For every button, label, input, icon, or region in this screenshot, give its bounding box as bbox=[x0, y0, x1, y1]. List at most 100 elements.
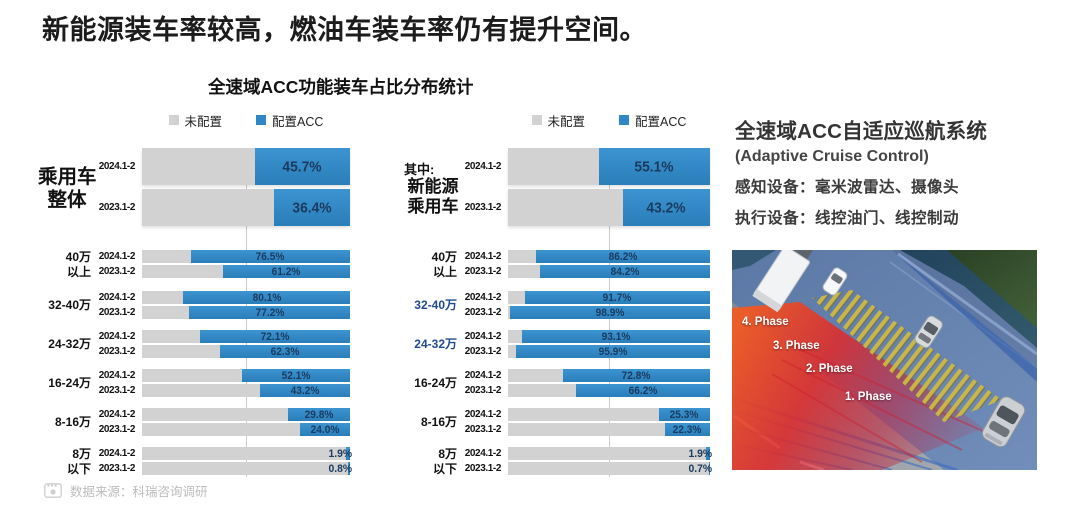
bar-row: 2023.1-2 98.9% bbox=[462, 306, 710, 319]
period-label: 2024.1-2 bbox=[464, 292, 502, 303]
legend-label: 配置ACC bbox=[635, 114, 687, 129]
bar-value-label: 1.9% bbox=[688, 447, 712, 460]
info-actuators-line: 执行设备：线控油门、线控制动 bbox=[735, 210, 960, 227]
chart-title: 全速域ACC功能装车占比分布统计 bbox=[208, 77, 474, 97]
period-label: 2024.1-2 bbox=[464, 161, 502, 172]
price-group: 8-16万 2024.1-2 29.8% 2023.1-2 24.0% bbox=[38, 408, 350, 436]
price-group-label: 32-40万 bbox=[48, 297, 91, 312]
price-group-label: 24-32万 bbox=[414, 336, 457, 351]
legend: 未配置 配置ACC bbox=[508, 111, 710, 130]
bar-row: 2023.1-2 43.2% bbox=[96, 384, 350, 397]
bar-track: 84.2% bbox=[508, 265, 710, 278]
summary-side-label-line: 新能源 bbox=[407, 176, 459, 196]
bar-row: 2024.1-2 1.9% bbox=[462, 447, 712, 460]
bar-track: 52.1% bbox=[142, 369, 350, 382]
acc-bar-segment: 43.2% bbox=[622, 189, 710, 226]
acc-bar-segment: 72.1% bbox=[200, 330, 350, 343]
acc-bar-segment: 62.3% bbox=[220, 345, 350, 358]
info-sensors-line: 感知设备：毫米波雷达、摄像头 bbox=[735, 179, 960, 196]
legend-label: 未配置 bbox=[547, 114, 586, 129]
period-label: 2023.1-2 bbox=[98, 424, 136, 435]
bar-value-label: 0.8% bbox=[328, 462, 352, 475]
price-group-label: 8-16万 bbox=[54, 414, 91, 429]
bar-row: 2023.1-2 84.2% bbox=[462, 265, 710, 278]
price-group-rows: 2024.1-2 52.1% 2023.1-2 43.2% bbox=[96, 369, 350, 397]
bar-row: 2024.1-2 55.1% bbox=[462, 148, 710, 185]
acc-bar-segment: 80.1% bbox=[183, 291, 350, 304]
price-groups: 40万 以上 2024.1-2 76.5% 2023.1-2 61.2% 32-40万 202… bbox=[38, 250, 352, 477]
price-group-label: 16-24万 bbox=[48, 375, 91, 390]
period-label: 2023.1-2 bbox=[98, 463, 136, 474]
acc-bar-segment: 61.2% bbox=[222, 265, 350, 278]
acc-bar-segment: 93.1% bbox=[521, 330, 710, 343]
summary-side-label-line: 乘用车 bbox=[407, 196, 459, 216]
price-group-rows: 2024.1-2 29.8% 2023.1-2 24.0% bbox=[96, 408, 350, 436]
period-label: 2023.1-2 bbox=[98, 346, 136, 357]
legend-swatch-blue bbox=[256, 115, 267, 125]
bar-row: 2023.1-2 36.4% bbox=[96, 189, 350, 226]
bar-track: 0.7% bbox=[508, 462, 712, 475]
bar-row: 2024.1-2 91.7% bbox=[462, 291, 710, 304]
bar-track: 22.3% bbox=[508, 423, 710, 436]
period-label: 2023.1-2 bbox=[464, 424, 502, 435]
price-group: 8-16万 2024.1-2 25.3% 2023.1-2 22.3% bbox=[404, 408, 710, 436]
price-group: 40万 以上 2024.1-2 86.2% 2023.1-2 84.2% bbox=[404, 250, 710, 280]
bar-value-label: 45.7% bbox=[282, 158, 323, 175]
bar-value-label: 62.3% bbox=[270, 345, 300, 358]
summary-block: 其中: 新能源 乘用车 2024.1-2 55.1% 2023.1-2 43.2% bbox=[404, 148, 710, 230]
bar-track: 76.5% bbox=[142, 250, 350, 263]
acc-bar-segment: 91.7% bbox=[524, 291, 710, 304]
acc-bar-segment: 72.8% bbox=[562, 369, 710, 382]
price-group: 16-24万 2024.1-2 52.1% 2023.1-2 43.2% bbox=[38, 369, 350, 397]
acc-bar-segment bbox=[708, 462, 710, 475]
price-group-rows: 2024.1-2 93.1% 2023.1-2 95.9% bbox=[462, 330, 710, 358]
period-label: 2024.1-2 bbox=[464, 331, 502, 342]
bar-value-label: 29.8% bbox=[304, 408, 334, 421]
acc-bar-segment: 22.3% bbox=[664, 423, 710, 436]
bar-value-label: 1.9% bbox=[328, 447, 352, 460]
acc-bar-segment: 84.2% bbox=[539, 265, 710, 278]
acc-bar-segment: 29.8% bbox=[288, 408, 350, 421]
bar-track: 98.9% bbox=[508, 306, 710, 319]
price-group: 32-40万 2024.1-2 80.1% 2023.1-2 77.2% bbox=[38, 291, 350, 319]
legend-label: 配置ACC bbox=[272, 114, 324, 129]
bar-value-label: 25.3% bbox=[670, 408, 699, 421]
summary-rows: 2024.1-2 45.7% 2023.1-2 36.4% bbox=[96, 148, 350, 230]
bar-row: 2024.1-2 72.8% bbox=[462, 369, 710, 382]
bar-row: 2023.1-2 62.3% bbox=[96, 345, 350, 358]
bar-row: 2023.1-2 0.8% bbox=[96, 462, 352, 475]
summary-block: 乘用车 整体 2024.1-2 45.7% 2023.1-2 36.4% bbox=[38, 148, 350, 230]
price-group: 8万 以下 2024.1-2 1.9% 2023.1-2 0.8% bbox=[38, 447, 352, 477]
bar-track: 24.0% bbox=[142, 423, 350, 436]
bar-track: 62.3% bbox=[142, 345, 350, 358]
info-panel: 全速域ACC自适应巡航系统 (Adaptive Cruise Control) … bbox=[732, 112, 1070, 470]
price-group-label: 8万 以下 bbox=[66, 447, 91, 476]
price-group-rows: 2024.1-2 76.5% 2023.1-2 61.2% bbox=[96, 250, 350, 280]
price-group-rows: 2024.1-2 1.9% 2023.1-2 0.7% bbox=[462, 447, 712, 477]
bar-row: 2023.1-2 43.2% bbox=[462, 189, 710, 226]
bar-row: 2024.1-2 25.3% bbox=[462, 408, 710, 421]
period-label: 2024.1-2 bbox=[464, 409, 502, 420]
bar-value-label: 86.2% bbox=[608, 250, 638, 263]
legend-item-equipped: 配置ACC bbox=[256, 111, 323, 130]
phase-3-label: 3. Phase bbox=[773, 340, 820, 352]
acc-bar-segment: 45.7% bbox=[254, 148, 350, 185]
legend-item-not-equipped: 未配置 bbox=[168, 111, 222, 130]
bar-row: 2024.1-2 86.2% bbox=[462, 250, 710, 263]
bar-value-label: 84.2% bbox=[610, 265, 640, 278]
price-group: 24-32万 2024.1-2 93.1% 2023.1-2 95.9% bbox=[404, 330, 710, 358]
page-title: 新能源装车率较高，燃油车装车率仍有提升空间。 bbox=[42, 15, 647, 45]
bar-track: 95.9% bbox=[508, 345, 710, 358]
bar-row: 2023.1-2 66.2% bbox=[462, 384, 710, 397]
chart-nev-passenger: 未配置 配置ACC 其中: 新能源 乘用车 2024.1-2 55.1% 2023.1-… bbox=[404, 111, 712, 477]
legend-item-equipped: 配置ACC bbox=[619, 111, 686, 130]
bar-row: 2024.1-2 29.8% bbox=[96, 408, 350, 421]
bar-value-label: 76.5% bbox=[256, 250, 285, 263]
acc-bar-segment: 36.4% bbox=[274, 189, 350, 226]
period-label: 2024.1-2 bbox=[98, 292, 136, 303]
acc-bar-segment: 55.1% bbox=[598, 148, 710, 185]
info-subtitle: (Adaptive Cruise Control) bbox=[735, 148, 929, 165]
bar-row: 2024.1-2 52.1% bbox=[96, 369, 350, 382]
price-group-rows: 2024.1-2 1.9% 2023.1-2 0.8% bbox=[96, 447, 352, 477]
road-scene-graphic bbox=[732, 250, 1037, 470]
